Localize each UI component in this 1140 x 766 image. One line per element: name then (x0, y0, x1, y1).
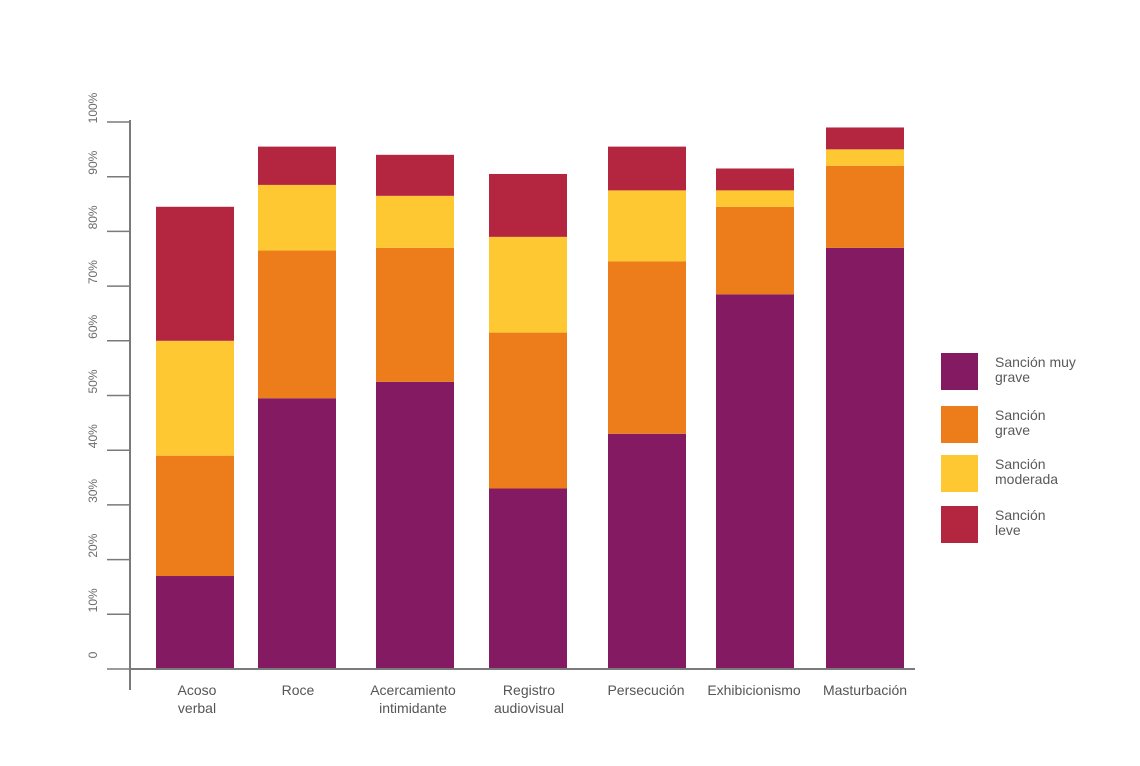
legend-label: Sanción (995, 407, 1046, 423)
y-tick-label: 60% (86, 314, 100, 338)
bar-segment-3-1 (489, 332, 567, 489)
bar-segment-2-1 (376, 247, 454, 382)
legend-label: Sanción muy (995, 354, 1076, 370)
bar-segment-0-3 (156, 206, 234, 341)
legend-swatch (941, 406, 978, 443)
bar-segment-6-1 (826, 165, 904, 248)
x-category-label: Acercamiento (370, 682, 456, 698)
legend-swatch (941, 506, 978, 543)
bar-segment-0-1 (156, 455, 234, 577)
bar-segment-4-2 (608, 190, 686, 262)
bar-segment-4-3 (608, 146, 686, 191)
y-tick-label: 100% (86, 92, 100, 123)
x-category-label: Roce (282, 682, 315, 698)
legend-swatch (941, 455, 978, 492)
bar-segment-5-0 (716, 294, 794, 669)
bar-segment-2-0 (376, 381, 454, 669)
legend-label: moderada (995, 471, 1058, 487)
legend-label: grave (995, 422, 1030, 438)
bar-segment-6-0 (826, 247, 904, 669)
bar-segment-4-1 (608, 261, 686, 434)
x-labels-group: Acoso verbal Roce Acercamiento intimidante Re… (178, 682, 907, 716)
x-category-label: Masturbación (823, 682, 907, 698)
x-category-label: verbal (178, 700, 216, 716)
legend-label: grave (995, 369, 1030, 385)
x-category-label: Persecución (607, 682, 684, 698)
y-tick-label: 90% (86, 150, 100, 174)
x-category-label: Exhibicionismo (707, 682, 801, 698)
bar-segment-0-0 (156, 576, 234, 669)
bar-segment-1-3 (258, 146, 336, 185)
bar-segment-1-1 (258, 250, 336, 399)
bar-segment-6-2 (826, 149, 904, 166)
bar-segment-2-2 (376, 195, 454, 248)
x-category-label: audiovisual (494, 700, 564, 716)
y-tick-label: 10% (86, 588, 100, 612)
legend-label: leve (995, 522, 1021, 538)
legend: Sanción muygraveSancióngraveSanciónmoder… (941, 353, 1076, 543)
y-tick-label: 30% (86, 479, 100, 503)
bar-segment-6-3 (826, 127, 904, 150)
bar-segment-2-3 (376, 154, 454, 196)
y-tick-label: 80% (86, 205, 100, 229)
bar-segment-5-2 (716, 190, 794, 207)
bar-segment-3-2 (489, 236, 567, 333)
x-category-label: Registro (503, 682, 555, 698)
bar-segment-4-0 (608, 433, 686, 669)
x-category-label: Acoso (178, 682, 217, 698)
bar-segment-0-2 (156, 340, 234, 456)
legend-label: Sanción (995, 507, 1046, 523)
bar-segment-1-0 (258, 398, 336, 669)
y-tick-label: 40% (86, 424, 100, 448)
legend-swatch (941, 353, 978, 390)
bar-segment-1-2 (258, 184, 336, 251)
legend-label: Sanción (995, 456, 1046, 472)
axes-group: 0 10% 20% 30% 40% 50% 60% 70% 80% 90% 100% (86, 92, 915, 690)
bar-segment-5-3 (716, 168, 794, 191)
bar-segment-5-1 (716, 206, 794, 295)
bar-segment-3-0 (489, 488, 567, 669)
y-tick-label: 20% (86, 533, 100, 557)
y-ticks-group: 0 10% 20% 30% 40% 50% 60% 70% 80% 90% 100% (86, 92, 130, 670)
bar-segment-3-3 (489, 173, 567, 237)
y-tick-label: 50% (86, 369, 100, 393)
y-tick-label: 70% (86, 260, 100, 284)
bars-group (156, 127, 904, 669)
x-category-label: intimidante (379, 700, 447, 716)
y-tick-label: 0 (86, 651, 100, 658)
